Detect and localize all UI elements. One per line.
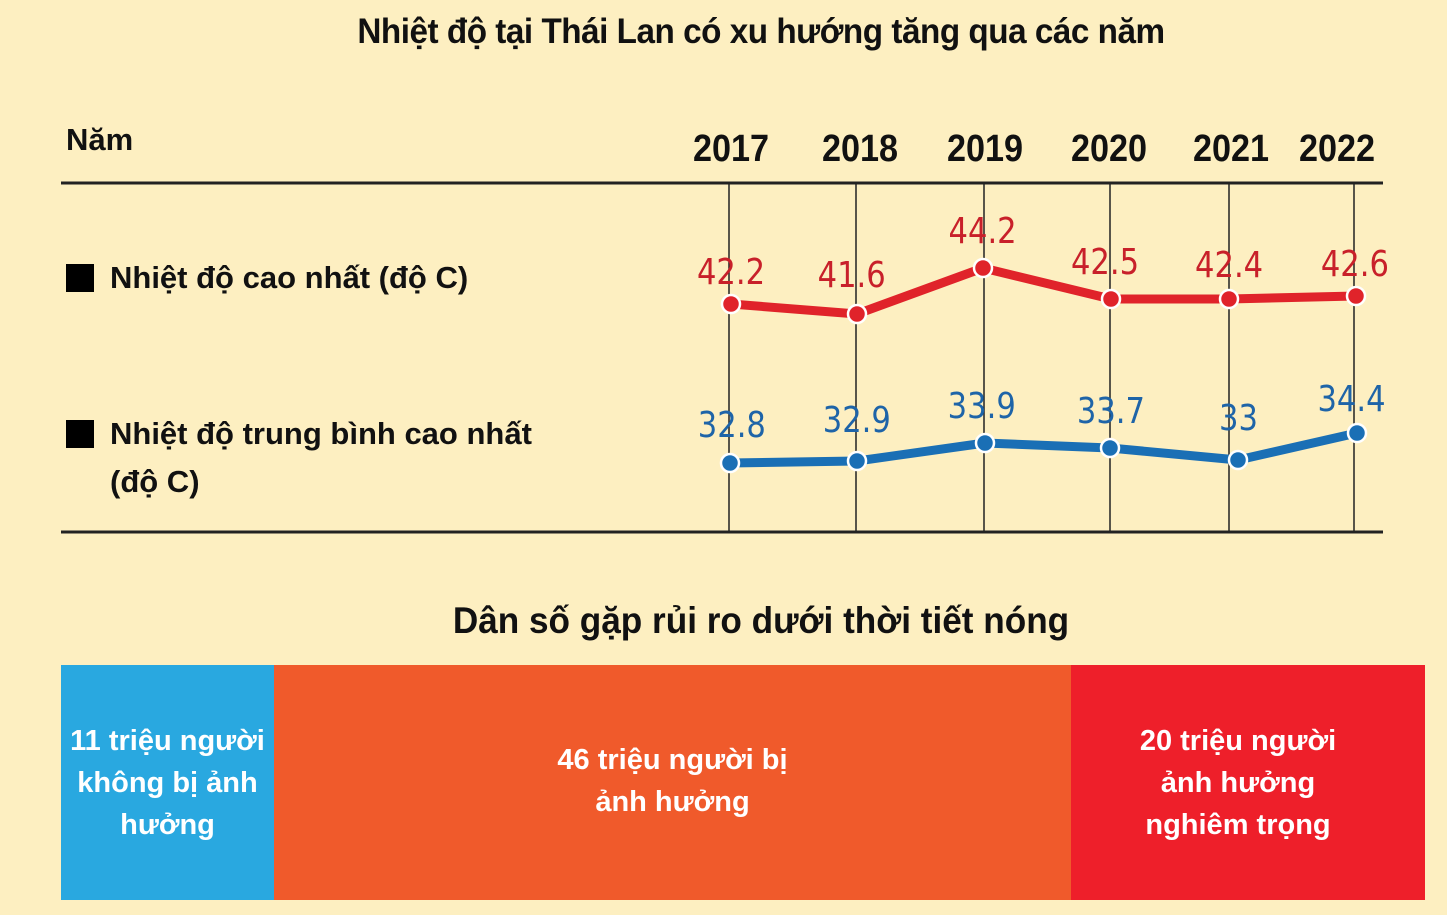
svg-text:33.7: 33.7 bbox=[1077, 390, 1145, 432]
max-temp-line bbox=[730, 263, 1357, 319]
block-text: ảnh hưởng bbox=[595, 786, 750, 818]
block-text: 20 triệu người bbox=[1139, 724, 1337, 757]
block-text: 11 triệu người bbox=[70, 724, 265, 757]
legend-square-icon bbox=[66, 264, 94, 292]
svg-text:42.4: 42.4 bbox=[1195, 244, 1263, 286]
year-2021: 2021 bbox=[1192, 128, 1270, 170]
year-2017: 2017 bbox=[692, 128, 770, 170]
year-gridlines bbox=[728, 183, 1355, 532]
max-temp-points bbox=[720, 257, 1367, 325]
max-temp-labels: 42.2 41.6 44.2 42.5 42.4 42.6 bbox=[697, 210, 1389, 296]
svg-text:42.2: 42.2 bbox=[697, 251, 765, 293]
avg-max-temp-line bbox=[729, 428, 1358, 468]
line-chart: 42.2 41.6 44.2 42.5 42.4 42.6 32.8 32.9 … bbox=[61, 181, 1389, 534]
block-affected: 46 triệu người bị ảnh hưởng bbox=[274, 665, 1071, 900]
block-text: hưởng bbox=[120, 808, 215, 841]
legend-avg-label-line1: Nhiệt độ trung bình cao nhất bbox=[110, 416, 532, 451]
year-2019: 2019 bbox=[946, 128, 1024, 170]
block-unaffected: 11 triệu người không bị ảnh hưởng bbox=[61, 665, 274, 900]
block-text: 46 triệu người bị bbox=[557, 744, 788, 776]
svg-text:33: 33 bbox=[1219, 397, 1258, 439]
block-severely-affected: 20 triệu người ảnh hưởng nghiêm trọng bbox=[1071, 665, 1425, 900]
year-2020: 2020 bbox=[1070, 128, 1148, 170]
year-axis-label: Năm bbox=[66, 122, 134, 157]
legend-avg-max-temp: Nhiệt độ trung bình cao nhất (độ C) bbox=[66, 410, 532, 506]
svg-text:34.4: 34.4 bbox=[1317, 378, 1385, 420]
year-2018: 2018 bbox=[821, 128, 899, 170]
chart-title: Nhiệt độ tại Thái Lan có xu hướng tăng q… bbox=[357, 12, 1165, 51]
svg-text:44.2: 44.2 bbox=[949, 210, 1017, 252]
avg-max-temp-labels: 32.8 32.9 33.9 33.7 33 34.4 bbox=[698, 378, 1386, 446]
svg-text:42.6: 42.6 bbox=[1321, 243, 1389, 285]
block-text: không bị ảnh bbox=[77, 766, 258, 799]
legend-max-temp: Nhiệt độ cao nhất (độ C) bbox=[66, 254, 468, 302]
year-2022: 2022 bbox=[1298, 128, 1376, 170]
svg-text:42.5: 42.5 bbox=[1071, 241, 1139, 283]
svg-text:32.8: 32.8 bbox=[698, 404, 766, 446]
svg-text:41.6: 41.6 bbox=[818, 254, 886, 296]
legend-avg-label-line2: (độ C) bbox=[110, 464, 200, 499]
legend-max-temp-label: Nhiệt độ cao nhất (độ C) bbox=[110, 260, 469, 295]
block-text: nghiêm trọng bbox=[1145, 808, 1331, 841]
avg-max-temp-points bbox=[719, 422, 1368, 474]
svg-text:32.9: 32.9 bbox=[823, 399, 891, 441]
block-text: ảnh hưởng bbox=[1160, 766, 1316, 799]
legend-square-icon bbox=[66, 420, 94, 448]
population-title: Dân số gặp rủi ro dưới thời tiết nóng bbox=[452, 600, 1070, 641]
svg-text:33.9: 33.9 bbox=[948, 385, 1016, 427]
